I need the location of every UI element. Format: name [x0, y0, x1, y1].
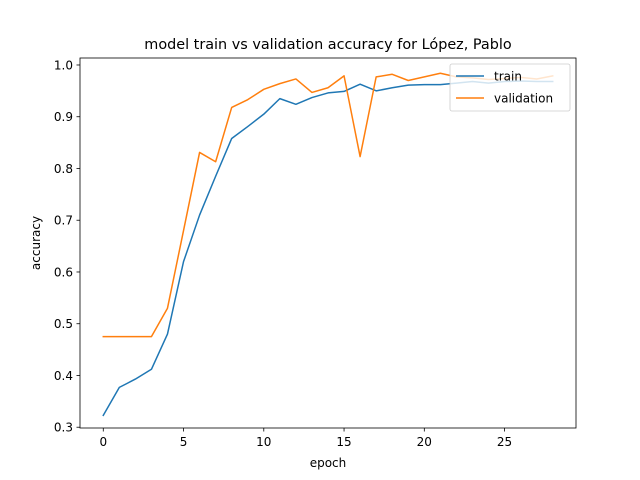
x-tick-label: 10 — [256, 435, 271, 449]
x-tick-label: 0 — [99, 435, 107, 449]
x-tick-label: 15 — [336, 435, 351, 449]
y-tick-label: 1.0 — [54, 58, 73, 72]
axes-frame — [79, 57, 577, 429]
y-tick-label: 0.6 — [54, 265, 73, 279]
y-tick-label: 0.4 — [54, 369, 73, 383]
x-axis: 0 5 10 15 20 25 — [99, 428, 512, 449]
chart-legend: train validation — [449, 63, 571, 112]
x-tick-label: 25 — [497, 435, 512, 449]
y-axis-label: accuracy — [29, 216, 43, 270]
y-tick-label: 0.7 — [54, 214, 73, 228]
y-axis: 0.3 0.4 0.5 0.6 0.7 0.8 0.9 1.0 — [54, 58, 80, 435]
y-tick-label: 0.9 — [54, 110, 73, 124]
legend-validation-label: validation — [494, 92, 553, 106]
chart-title: model train vs validation accuracy for L… — [144, 37, 512, 53]
legend-train-label: train — [494, 70, 522, 84]
x-tick-label: 20 — [417, 435, 432, 449]
y-tick-label: 0.8 — [54, 162, 73, 176]
x-tick-label: 5 — [180, 435, 188, 449]
x-axis-label: epoch — [310, 456, 347, 470]
y-tick-label: 0.5 — [54, 317, 73, 331]
y-tick-label: 0.3 — [54, 421, 73, 435]
